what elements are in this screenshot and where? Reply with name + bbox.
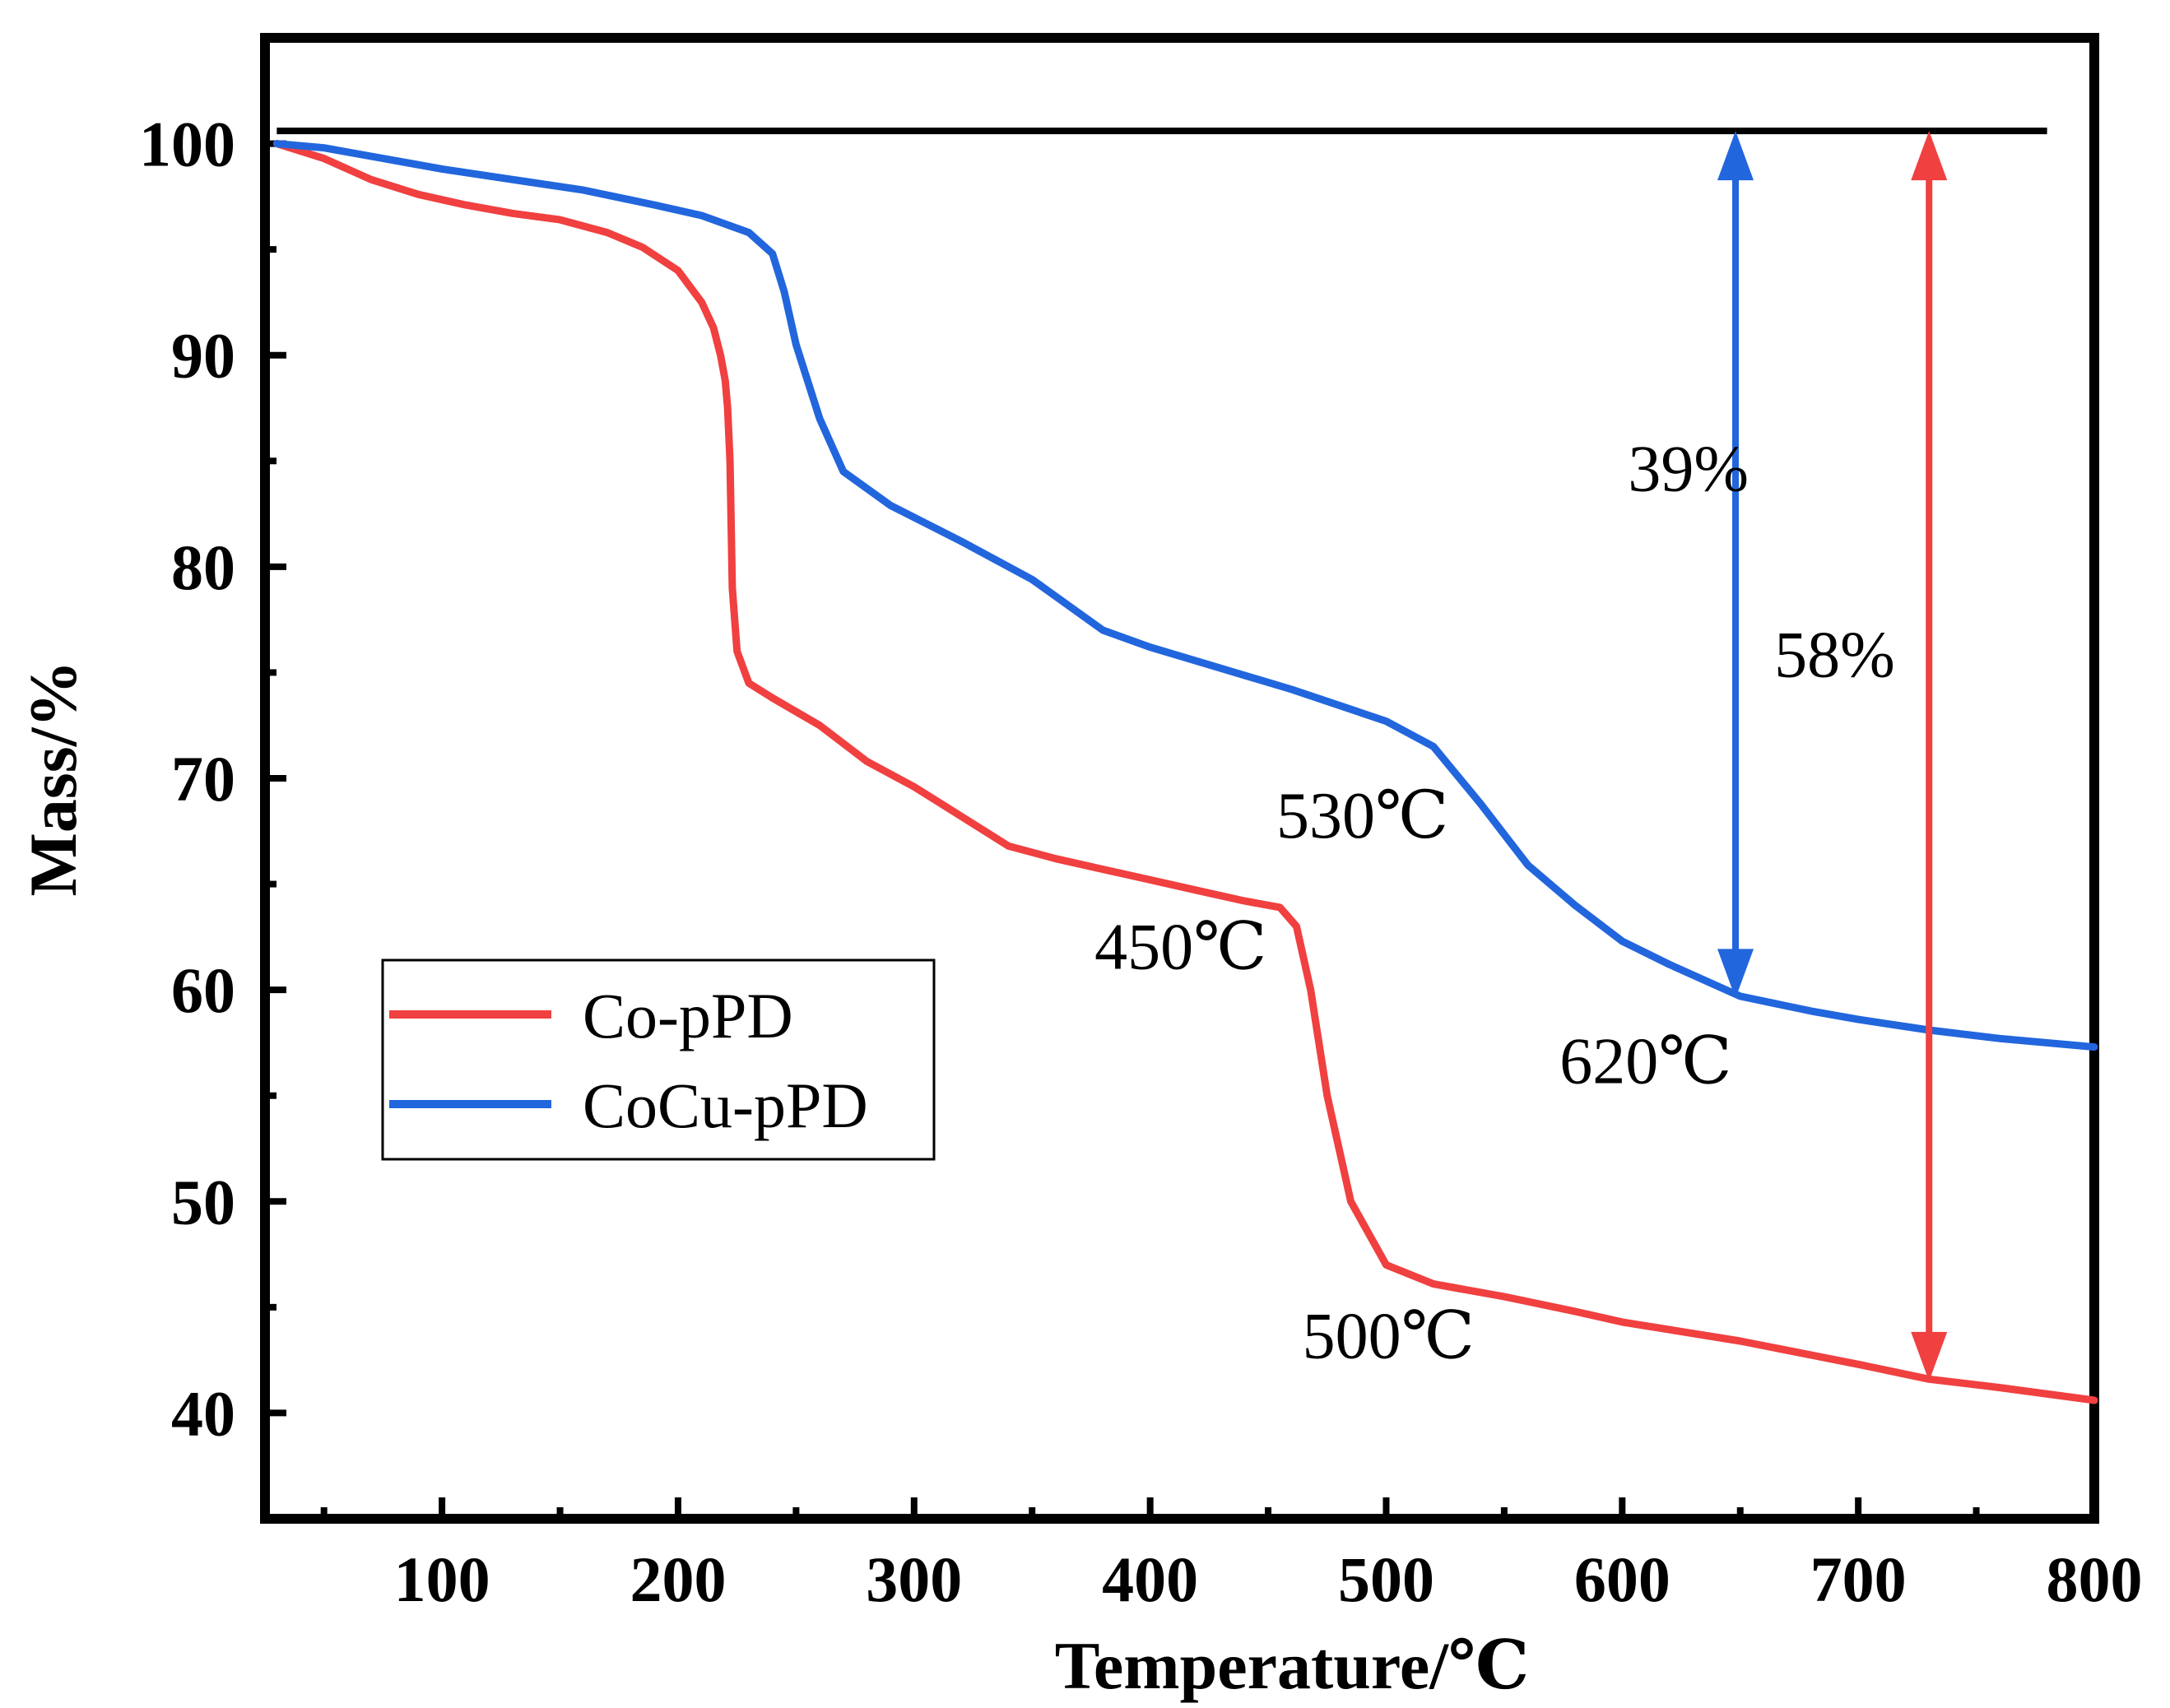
x-tick-label: 400: [1102, 1543, 1198, 1615]
x-tick-label: 500: [1338, 1543, 1434, 1615]
annotation-530c: 530℃: [1276, 780, 1449, 852]
y-tick-label: 50: [171, 1166, 235, 1237]
x-tick-label: 100: [394, 1543, 490, 1615]
x-tick-label: 600: [1574, 1543, 1670, 1615]
y-axis-title: Mass/%: [16, 661, 91, 897]
y-tick-label: 100: [139, 109, 235, 180]
plot-frame: [260, 33, 2099, 1524]
annotation-620c: 620℃: [1559, 1025, 1732, 1098]
mass-loss-arrow-head-top: [1911, 131, 1948, 181]
legend-box: [381, 958, 936, 1161]
series-line-cocu-ppd: [272, 140, 2098, 1051]
annotation-450c: 450℃: [1094, 911, 1267, 983]
x-tick-label: 700: [1810, 1543, 1907, 1615]
y-tick-label: 40: [171, 1377, 235, 1449]
annotation-mass-loss-39: 39%: [1628, 433, 1749, 505]
x-axis-title: Temperature/℃: [1055, 1628, 1530, 1703]
mass-loss-arrows: [1717, 131, 1948, 1381]
x-tick-label: 300: [866, 1543, 962, 1615]
x-tick-label: 200: [630, 1543, 726, 1615]
y-tick-label: 60: [171, 954, 235, 1026]
annotation-500c: 500℃: [1303, 1301, 1475, 1373]
mass-loss-arrow-head-bottom: [1911, 1331, 1948, 1381]
axis-ticks: [265, 140, 2098, 1519]
x-tick-label: 800: [2047, 1543, 2143, 1615]
legend-label-co-ppd: Co-pPD: [583, 980, 793, 1051]
mass-loss-arrow-head-bottom: [1717, 949, 1754, 999]
y-tick-label: 70: [171, 743, 235, 815]
y-tick-label: 80: [171, 531, 235, 603]
series-line-co-ppd: [272, 140, 2098, 1404]
axis-tick-labels: 100 200 300 400 500 600 700 800 40 50 60 70 80 90 100: [139, 109, 2143, 1615]
annotation-mass-loss-58: 58%: [1774, 620, 1895, 692]
mass-loss-arrow-head-top: [1717, 131, 1754, 181]
y-tick-label: 90: [171, 320, 235, 392]
legend: Co-pPD CoCu-pPD: [381, 958, 936, 1161]
legend-label-cocu-ppd: CoCu-pPD: [583, 1070, 868, 1141]
